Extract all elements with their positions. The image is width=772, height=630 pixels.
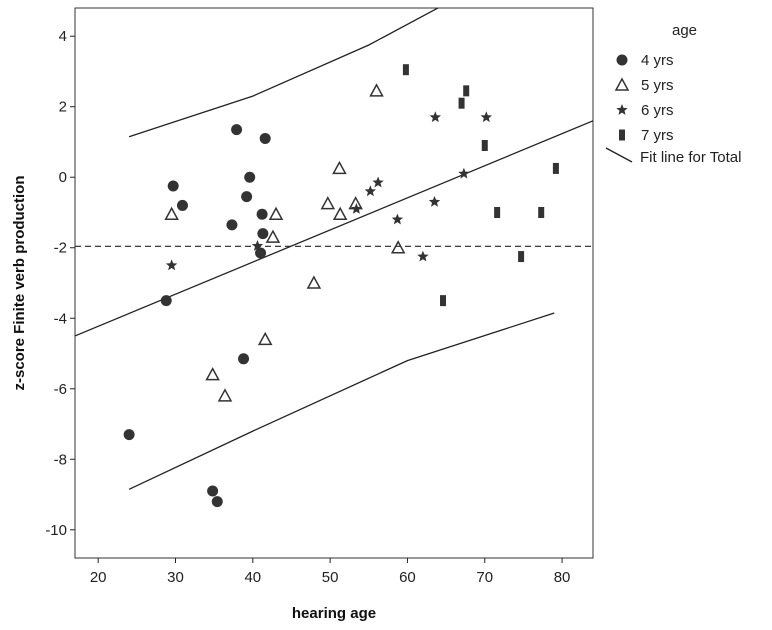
data-point bbox=[241, 191, 253, 203]
y-tick-label: 4 bbox=[59, 28, 67, 45]
data-point bbox=[231, 124, 243, 136]
data-point bbox=[417, 250, 429, 262]
legend-items: 4 yrs 5 yrs 6 yrs 7 yrs bbox=[614, 52, 674, 144]
data-point bbox=[480, 111, 492, 123]
data-point bbox=[255, 247, 267, 259]
y-tick-label: -8 bbox=[54, 451, 67, 468]
legend-label-6-yrs: 6 yrs bbox=[641, 102, 674, 119]
x-axis-title: hearing age bbox=[292, 605, 376, 622]
legend-fit-line-swatch bbox=[605, 147, 633, 163]
y-tick-label: 2 bbox=[59, 99, 67, 116]
x-tick-label: 30 bbox=[167, 569, 184, 586]
data-point bbox=[205, 367, 220, 381]
prediction-band-lower-line bbox=[128, 312, 555, 490]
data-point bbox=[350, 203, 363, 214]
y-tick-label: -10 bbox=[45, 522, 67, 539]
data-point bbox=[332, 206, 348, 220]
y-axis-ticks: 4 2 0 -2 -4 -6 -8 -10 bbox=[45, 28, 75, 539]
data-point bbox=[391, 213, 404, 225]
data-point bbox=[364, 185, 376, 197]
x-tick-label: 50 bbox=[322, 569, 339, 586]
data-point bbox=[257, 331, 273, 346]
data-point bbox=[207, 485, 219, 497]
x-tick-label: 40 bbox=[244, 569, 261, 586]
y-tick-label: -2 bbox=[54, 240, 67, 257]
data-point bbox=[428, 195, 441, 207]
legend-title: age bbox=[672, 22, 697, 39]
y-tick-label: 0 bbox=[59, 169, 67, 186]
legend-label-fit-line: Fit line for Total bbox=[640, 149, 741, 166]
data-point bbox=[238, 353, 250, 365]
data-point bbox=[458, 167, 470, 179]
data-point bbox=[458, 97, 465, 109]
legend-marker-6-yrs bbox=[616, 104, 628, 115]
data-point bbox=[538, 206, 545, 218]
x-tick-label: 70 bbox=[476, 569, 493, 586]
data-point bbox=[226, 219, 238, 231]
data-point bbox=[429, 111, 441, 123]
data-point bbox=[518, 251, 525, 263]
data-point bbox=[256, 208, 268, 220]
data-point bbox=[440, 295, 447, 307]
data-point bbox=[463, 85, 470, 97]
data-point bbox=[259, 132, 271, 144]
data-point bbox=[165, 259, 178, 271]
data-point bbox=[552, 162, 559, 174]
data-point bbox=[160, 295, 172, 307]
data-point bbox=[268, 206, 284, 220]
y-tick-label: -6 bbox=[54, 381, 67, 398]
data-point bbox=[494, 206, 501, 218]
x-axis-ticks: 20 30 40 50 60 70 80 bbox=[90, 558, 571, 586]
data-point bbox=[211, 496, 223, 508]
legend-label-5-yrs: 5 yrs bbox=[641, 77, 674, 94]
x-tick-label: 60 bbox=[399, 569, 416, 586]
legend-label-7-yrs: 7 yrs bbox=[641, 127, 674, 144]
legend: age 4 yrs 5 yrs 6 yrs 7 yrs Fit line for To… bbox=[605, 22, 741, 166]
y-tick-label: -4 bbox=[54, 310, 67, 327]
data-point bbox=[332, 160, 347, 175]
data-point bbox=[481, 140, 488, 151]
data-point bbox=[164, 206, 179, 220]
series-6-yrs bbox=[165, 111, 492, 271]
data-point bbox=[390, 240, 406, 254]
data-point bbox=[217, 388, 233, 402]
data-point bbox=[167, 180, 179, 192]
series-7-yrs bbox=[402, 64, 559, 307]
data-points bbox=[123, 64, 559, 508]
legend-label-4-yrs: 4 yrs bbox=[641, 52, 674, 69]
data-point bbox=[306, 275, 322, 289]
series-4-yrs bbox=[123, 124, 271, 508]
legend-marker-4-yrs bbox=[616, 54, 628, 66]
data-point bbox=[251, 240, 264, 251]
data-point bbox=[257, 228, 269, 240]
data-point bbox=[123, 429, 135, 441]
x-tick-label: 80 bbox=[554, 569, 571, 586]
data-point bbox=[265, 229, 281, 243]
y-axis-title: z-score Finite verb production bbox=[11, 175, 28, 390]
data-point bbox=[244, 171, 256, 183]
data-point bbox=[320, 196, 336, 210]
legend-marker-7-yrs bbox=[619, 129, 625, 141]
data-point bbox=[369, 83, 384, 97]
data-point bbox=[372, 176, 384, 188]
legend-marker-5-yrs bbox=[614, 77, 630, 91]
prediction-bands bbox=[128, 8, 555, 490]
data-point bbox=[176, 199, 188, 211]
plot-area bbox=[74, 7, 594, 559]
data-point bbox=[402, 64, 409, 76]
x-tick-label: 20 bbox=[90, 569, 107, 586]
prediction-band-upper-line bbox=[128, 8, 440, 138]
